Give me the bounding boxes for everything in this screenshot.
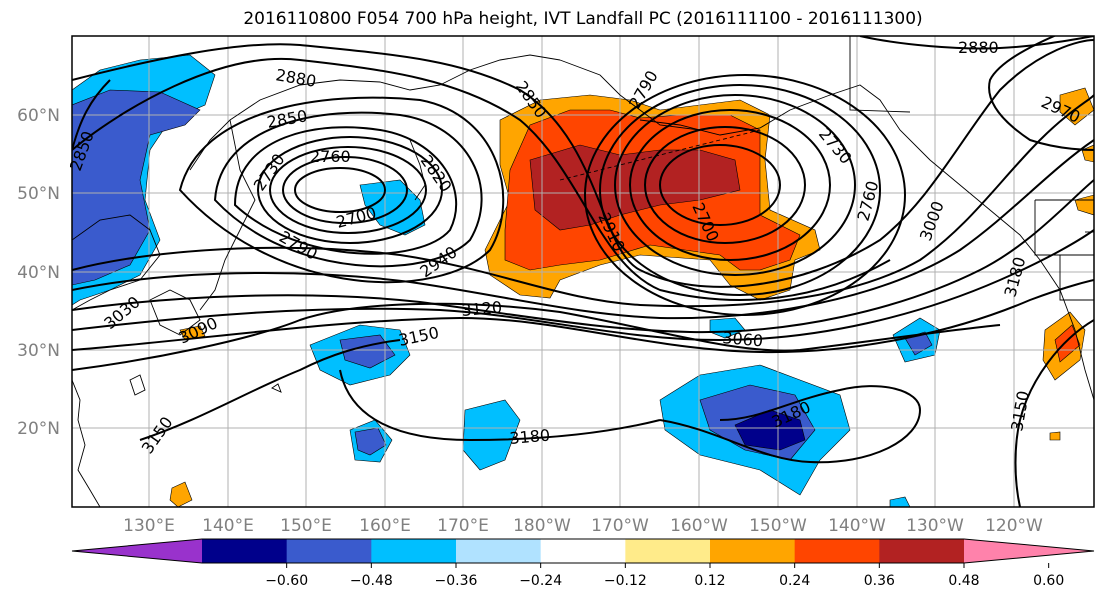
colorbar-tick-label: −0.48	[350, 573, 393, 589]
map-title: 2016110800 F054 700 hPa height, IVT Land…	[243, 9, 923, 29]
colorbar-bin	[540, 539, 626, 563]
lat-label: 30°N	[17, 341, 60, 361]
lon-label: 150°E	[280, 516, 332, 536]
contour-label: 2760	[310, 147, 351, 166]
colorbar-tick-label: −0.36	[435, 573, 478, 589]
lon-label: 170°E	[437, 516, 489, 536]
contour-label: 3120	[461, 298, 503, 320]
colorbar-bin	[456, 539, 542, 563]
colorbar-bin	[710, 539, 796, 563]
graticule	[72, 36, 1094, 507]
contour-label: 3060	[722, 328, 764, 350]
contour-label: 3180	[509, 426, 551, 448]
colorbar-tick-label: 0.36	[864, 573, 895, 589]
colorbar-bin	[202, 539, 288, 563]
lat-label: 40°N	[17, 263, 60, 283]
colorbar-bin	[371, 539, 457, 563]
lon-label: 120°W	[985, 516, 1043, 536]
colorbar-tick-label: −0.12	[604, 573, 647, 589]
latitude-labels: 60°N 50°N 40°N 30°N 20°N	[17, 106, 60, 439]
colorbar-bin	[286, 539, 372, 563]
colorbar-extend-low	[72, 539, 202, 563]
colorbar-tick-label: 0.24	[779, 573, 810, 589]
lat-label: 20°N	[17, 419, 60, 439]
map-frame	[71, 35, 1095, 508]
colorbar-tick-label: 0.12	[694, 573, 725, 589]
lon-label: 170°W	[591, 516, 649, 536]
height-contours	[72, 36, 1094, 507]
colorbar-tick-label: 0.60	[1033, 573, 1064, 589]
lon-label: 160°E	[359, 516, 411, 536]
colorbar-tick-label: −0.60	[265, 573, 308, 589]
contour-label: 2880	[958, 38, 999, 57]
colorbar-tick-label: 0.48	[948, 573, 979, 589]
lon-label: 150°W	[749, 516, 807, 536]
lon-label: 160°W	[670, 516, 728, 536]
colorbar: −0.60 −0.48 −0.36 −0.24 −0.12 0.12 0.24 0.36 0.4…	[71, 538, 1095, 589]
colorbar-bin	[625, 539, 711, 563]
colorbar-extend-high	[964, 539, 1094, 563]
lon-label: 130°E	[123, 516, 175, 536]
colorbar-tick-label: −0.24	[519, 573, 562, 589]
lon-label: 180°W	[513, 516, 571, 536]
lon-label: 130°W	[906, 516, 964, 536]
colorbar-bin	[794, 539, 880, 563]
lat-label: 60°N	[17, 106, 60, 126]
colorbar-outline	[71, 538, 1095, 564]
longitude-labels: 130°E 140°E 150°E 160°E 170°E 180°W 170°…	[123, 516, 1043, 536]
lon-label: 140°E	[202, 516, 254, 536]
lat-label: 50°N	[17, 184, 60, 204]
colorbar-bin	[879, 539, 965, 563]
lon-label: 140°W	[828, 516, 886, 536]
